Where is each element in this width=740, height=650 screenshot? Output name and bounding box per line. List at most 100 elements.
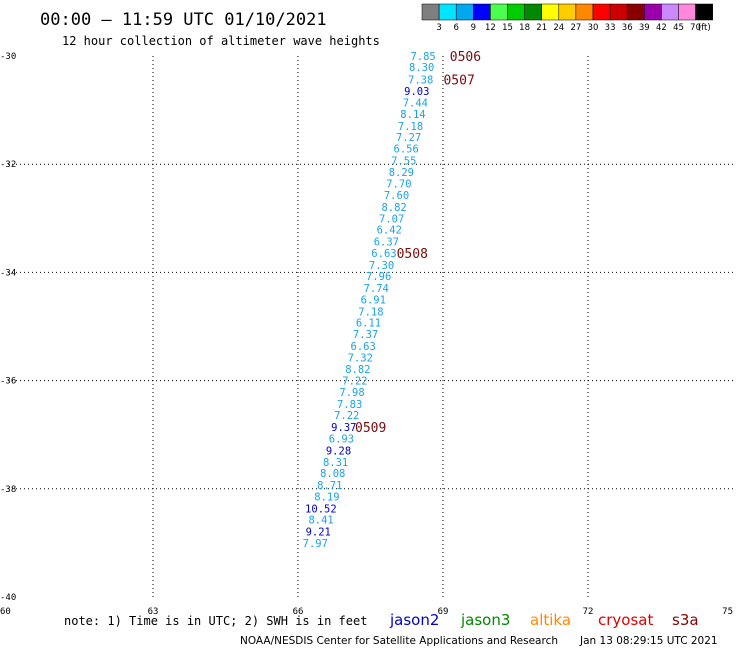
- satellite-legend-item: altika: [530, 611, 571, 629]
- color-swatch: [524, 3, 542, 21]
- color-swatch: [473, 3, 491, 21]
- wave-height-point: 8.31: [323, 457, 348, 469]
- wave-height-labels: 7.858.307.389.037.448.147.187.276.567.55…: [303, 51, 436, 550]
- wave-height-point: 8.19: [314, 491, 339, 503]
- color-scale-label: 15: [502, 23, 513, 33]
- color-swatch: [490, 3, 508, 21]
- color-scale-label: 30: [588, 23, 599, 33]
- wave-height-point: 7.18: [398, 121, 423, 133]
- wave-height-point: 7.70: [386, 179, 411, 191]
- y-tick-label: -36: [0, 377, 16, 387]
- y-tick-label: -40: [0, 593, 16, 603]
- wave-height-point: 7.98: [339, 387, 364, 399]
- color-scale-label: 27: [570, 23, 581, 33]
- wave-height-point: 7.18: [358, 306, 383, 318]
- color-swatch: [626, 3, 645, 21]
- color-swatch: [507, 3, 525, 21]
- wave-height-point: 7.60: [384, 190, 409, 202]
- wave-height-point: 7.22: [342, 376, 367, 388]
- y-tick-label: -32: [0, 160, 16, 170]
- color-swatch: [661, 3, 679, 21]
- wave-height-point: 7.32: [348, 352, 373, 364]
- wave-height-point: 7.30: [369, 260, 394, 272]
- wave-height-point: 6.93: [329, 433, 354, 445]
- x-tick-label: 60: [0, 607, 11, 617]
- wave-height-point: 7.83: [337, 399, 362, 411]
- wave-height-point: 7.27: [396, 132, 421, 144]
- wave-height-point: 7.97: [303, 538, 328, 550]
- wave-height-point: 10.52: [305, 503, 337, 515]
- wave-height-point: 6.37: [374, 237, 399, 249]
- footer-credit: NOAA/NESDIS Center for Satellite Applica…: [240, 635, 558, 647]
- wave-height-point: 8.41: [308, 515, 333, 527]
- wave-height-point: 6.42: [377, 225, 402, 237]
- wave-height-point: 8.14: [400, 109, 425, 121]
- color-swatch: [558, 3, 577, 21]
- color-swatch: [609, 3, 628, 21]
- satellite-legend-item: jason2: [389, 611, 439, 629]
- time-tag: 0507: [443, 73, 474, 88]
- wave-height-point: 9.21: [306, 527, 331, 539]
- wave-height-point: 7.55: [391, 155, 416, 167]
- wave-height-point: 7.37: [353, 329, 378, 341]
- color-scale-label: 70: [690, 23, 701, 33]
- satellite-legend-item: cryosat: [598, 611, 653, 629]
- color-scale-label: 39: [639, 23, 650, 33]
- color-swatch: [575, 3, 594, 21]
- wave-height-point: 8.29: [389, 167, 414, 179]
- color-scale-label: 3: [436, 23, 441, 33]
- color-scale-label: 42: [656, 23, 667, 33]
- time-tag: 0509: [355, 421, 386, 436]
- y-tick-label: -30: [0, 52, 16, 62]
- wave-height-color-scale: 3 6 9 12 15 18 21 24 27 30 33 36 39 42 45 70(ft): [421, 3, 713, 33]
- wave-height-point: 8.71: [317, 480, 342, 492]
- wave-height-point: 9.37: [331, 422, 356, 434]
- wave-height-point: 7.22: [334, 410, 359, 422]
- color-scale-label: 36: [622, 23, 633, 33]
- time-tag: 0506: [450, 50, 481, 65]
- wave-height-point: 6.63: [371, 248, 396, 260]
- color-scale-label: 33: [605, 23, 616, 33]
- wave-height-point: 8.82: [345, 364, 370, 376]
- color-scale-label: 45: [673, 23, 684, 33]
- wave-height-point: 8.30: [409, 62, 434, 74]
- chart-subtitle: 12 hour collection of altimeter wave hei…: [62, 34, 380, 48]
- wave-height-point: 6.56: [394, 144, 419, 156]
- y-tick-label: -38: [0, 485, 16, 495]
- satellite-legend: jason2 jason3 altika cryosat s3a: [389, 611, 699, 629]
- wave-height-point: 8.08: [320, 468, 345, 480]
- wave-height-point: 7.96: [366, 271, 391, 283]
- wave-height-point: 9.03: [404, 86, 429, 98]
- color-swatch: [438, 3, 457, 21]
- wave-height-point: 7.74: [364, 283, 389, 295]
- footer-note: note: 1) Time is in UTC; 2) SWH is in fe…: [64, 614, 367, 628]
- wave-height-point: 6.91: [361, 294, 386, 306]
- wave-height-point: 8.82: [381, 202, 406, 214]
- color-swatch: [678, 3, 696, 21]
- footer-timestamp: Jan 13 08:29:15 UTC 2021: [579, 635, 718, 647]
- color-scale-label: 6: [453, 23, 458, 33]
- chart-title: 00:00 – 11:59 UTC 01/10/2021: [40, 10, 327, 30]
- color-scale-label: 21: [536, 23, 547, 33]
- x-tick-label: 69: [438, 607, 449, 617]
- plot-grid: [8, 56, 733, 597]
- x-tick-label: 75: [722, 607, 733, 617]
- time-tags: 0506 0507 0508 0509: [355, 50, 481, 436]
- wave-height-point: 6.63: [351, 341, 376, 353]
- x-tick-label: 72: [583, 607, 594, 617]
- color-scale-unit: (ft): [698, 23, 711, 33]
- wave-height-point: 6.11: [356, 318, 381, 330]
- color-swatch: [455, 3, 474, 21]
- color-swatch: [592, 3, 611, 21]
- color-swatch: [695, 3, 713, 21]
- color-scale-label: 18: [519, 23, 530, 33]
- color-swatch: [541, 3, 560, 21]
- color-scale-label: 9: [471, 23, 476, 33]
- y-tick-label: -34: [0, 268, 16, 278]
- color-scale-label: 24: [553, 23, 564, 33]
- x-tick-label: 63: [148, 607, 159, 617]
- time-tag: 0508: [397, 247, 428, 262]
- wave-height-point: 7.07: [379, 213, 404, 225]
- wave-height-point: 7.44: [403, 98, 428, 110]
